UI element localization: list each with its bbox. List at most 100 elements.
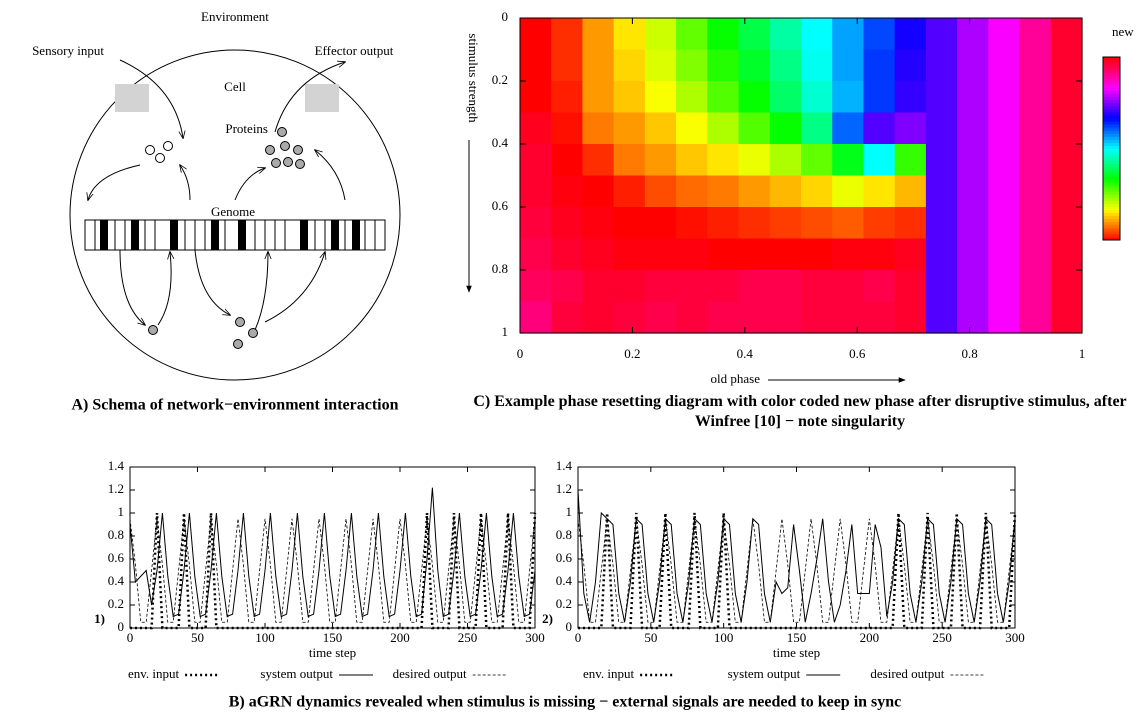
colorbar-step — [1103, 102, 1120, 107]
heat-cell — [957, 18, 989, 51]
heat-cell — [894, 175, 927, 208]
colorbar-label: new — [1112, 24, 1134, 39]
heat-cell — [520, 207, 552, 240]
heat-cell — [801, 18, 833, 51]
colorbar-step — [1103, 218, 1120, 223]
heat-cell — [551, 81, 584, 114]
x-tick-label: 0.8 — [961, 346, 977, 361]
heat-cell — [769, 175, 802, 208]
heat-cell — [1019, 144, 1052, 177]
heat-cell — [644, 112, 677, 145]
y-tick-label: 0.8 — [556, 527, 572, 542]
colorbar-step — [1103, 160, 1120, 165]
heat-cell — [520, 112, 552, 145]
x-tick-label: 0 — [517, 346, 524, 361]
y-axis-label: stimulus strength — [466, 33, 481, 123]
heat-cell — [801, 175, 833, 208]
x-axis-label: old phase — [711, 371, 761, 386]
heat-cell — [613, 238, 646, 271]
heat-cell — [676, 49, 708, 82]
colorbar-step — [1103, 203, 1120, 207]
colorbar-step — [1103, 124, 1120, 128]
x-tick-label: 0.4 — [737, 346, 754, 361]
proteins-label: Proteins — [225, 121, 268, 136]
heat-cell — [551, 112, 584, 145]
heat-cell — [925, 112, 958, 145]
heat-cell — [551, 144, 584, 177]
colorbar-step — [1103, 96, 1120, 101]
internal-molecules — [148, 317, 258, 349]
heat-cell — [988, 112, 1021, 145]
heat-cell — [863, 144, 896, 177]
heat-cell — [769, 18, 802, 51]
heat-cell — [1050, 238, 1083, 271]
heat-cell — [582, 301, 615, 334]
heat-cell — [644, 207, 677, 240]
heat-cell — [707, 207, 740, 240]
colorbar-step — [1103, 169, 1120, 174]
heat-cell — [832, 301, 865, 334]
x-axis-label: time step — [773, 645, 820, 660]
heat-cell — [644, 144, 677, 177]
heat-cell — [738, 175, 771, 208]
colorbar-step — [1103, 81, 1120, 85]
colorbar-step — [1103, 105, 1120, 110]
heat-cell — [738, 112, 771, 145]
genome-label: Genome — [211, 204, 255, 219]
heat-cell — [520, 270, 552, 303]
heat-cell — [520, 301, 552, 334]
heat-cell — [551, 238, 584, 271]
y-tick-label: 1.2 — [108, 481, 124, 496]
heat-cell — [520, 238, 552, 271]
heat-cell — [957, 238, 989, 271]
heat-cell — [613, 49, 646, 82]
colorbar-step — [1103, 136, 1120, 140]
heat-cell — [676, 238, 708, 271]
x-tick-label: 1 — [1079, 346, 1086, 361]
heat-cell — [1019, 175, 1052, 208]
heat-cell — [1050, 270, 1083, 303]
heat-cell — [676, 144, 708, 177]
y-tick-label: 1.4 — [108, 458, 125, 473]
y-tick-label: 0.2 — [556, 596, 572, 611]
input-arrow — [119, 59, 183, 138]
heat-cell — [925, 175, 958, 208]
x-tick-label: 0 — [127, 630, 134, 645]
y-tick-label: 0.2 — [492, 72, 508, 87]
heat-cell — [863, 112, 896, 145]
heat-cell — [957, 144, 989, 177]
proteins — [265, 127, 305, 169]
heat-cell — [676, 81, 708, 114]
x-tick-label: 0.2 — [624, 346, 640, 361]
heat-cell — [1050, 49, 1083, 82]
heat-cell — [707, 18, 740, 51]
heat-cell — [582, 270, 615, 303]
heat-cell — [676, 112, 708, 145]
heat-cell — [801, 112, 833, 145]
colorbar-step — [1103, 166, 1120, 171]
heat-cell — [925, 301, 958, 334]
colorbar-step — [1103, 212, 1120, 217]
heat-cell — [801, 144, 833, 177]
caption-a: A) Schema of network−environment interac… — [72, 397, 399, 414]
heat-cell — [863, 301, 896, 334]
heat-cell — [925, 81, 958, 114]
heat-cell — [582, 144, 615, 177]
colorbar-step — [1103, 194, 1120, 198]
heat-cell — [832, 49, 865, 82]
heat-cell — [894, 18, 927, 51]
heat-cell — [644, 301, 677, 334]
x-tick-label: 150 — [323, 630, 343, 645]
colorbar-step — [1103, 60, 1120, 64]
heat-cell — [1019, 81, 1052, 114]
colorbar-step — [1103, 172, 1120, 177]
caption-c: C) Example phase resetting diagram with … — [473, 393, 1127, 430]
series-line — [577, 518, 1016, 623]
heat-cell — [582, 18, 615, 51]
x-tick-label: 100 — [255, 630, 275, 645]
input-molecules — [145, 141, 173, 163]
heat-cell — [1050, 81, 1083, 114]
colorbar-step — [1103, 151, 1120, 156]
heat-cell — [613, 175, 646, 208]
